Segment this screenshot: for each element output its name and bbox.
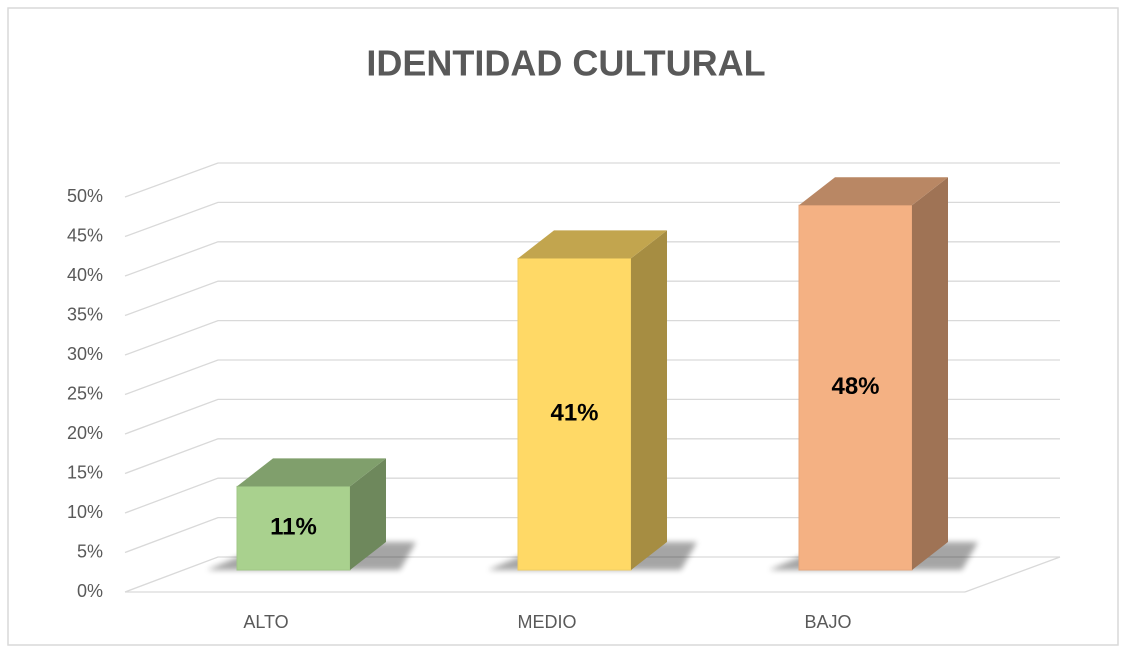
y-tick-label: 15% [67,462,103,482]
y-tick-label: 45% [67,225,103,245]
grid-line [124,477,1060,514]
bar-side [631,230,667,570]
grid-line [124,280,1060,317]
y-tick-label: 0% [77,581,103,601]
y-tick-label: 40% [67,265,103,285]
value-label: 11% [270,514,317,541]
bar [517,257,632,571]
bar-side [350,458,386,570]
y-tick-label: 25% [67,383,103,403]
grid-line [124,319,1060,356]
grid-line [124,359,1060,396]
y-tick-label: 30% [67,344,103,364]
y-tick-label: 20% [67,423,103,443]
grid-line [124,201,1060,238]
grid-line [124,556,1060,593]
bar-top [237,458,386,487]
value-label: 41% [550,400,598,427]
x-tick-label: BAJO [804,612,851,632]
grid-line [124,162,1060,198]
bar-top [518,230,667,259]
x-tick-label: MEDIO [517,612,576,632]
bar [798,204,913,571]
chart-title: IDENTIDAD CULTURAL [366,43,765,84]
grid-line [124,516,1060,554]
grid-line [124,398,1060,435]
y-tick-label: 35% [67,304,103,324]
value-label: 48% [831,373,879,400]
floor-line [964,556,1061,593]
grid-line [124,438,1060,475]
bar-side [912,177,948,570]
y-tick-label: 5% [77,541,103,561]
grid-line [124,241,1060,277]
y-tick-label: 10% [67,502,103,522]
x-tick-label: ALTO [243,612,288,632]
y-tick-label: 50% [67,186,103,206]
bar-top [799,177,948,206]
